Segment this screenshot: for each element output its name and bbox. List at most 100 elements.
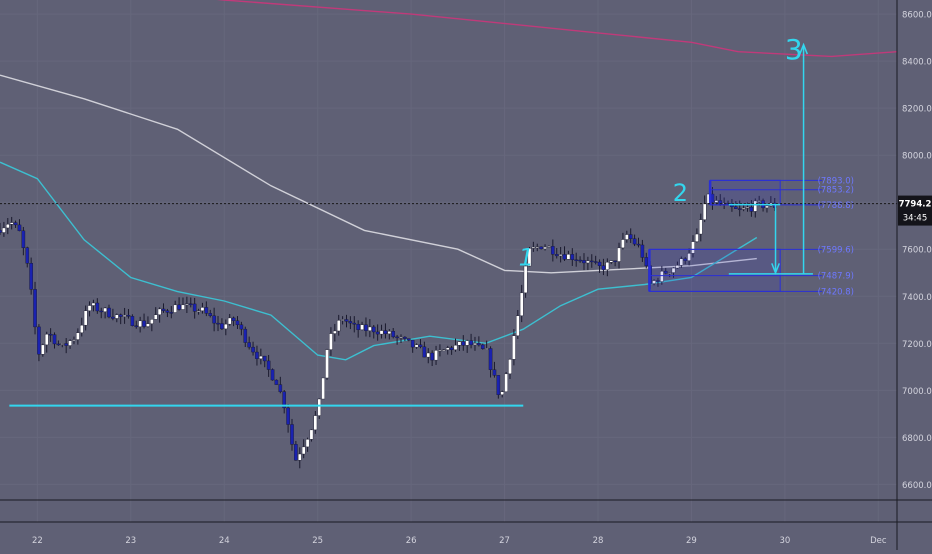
candle-body [83, 310, 88, 326]
candle-body [305, 439, 310, 448]
candle-body [691, 241, 695, 254]
candle-body [21, 230, 26, 248]
candle-body [593, 261, 598, 263]
candle-body [636, 243, 641, 246]
candle-body [266, 360, 271, 370]
candle-body [87, 305, 92, 311]
candle-body [130, 316, 135, 326]
x-tick-label: 24 [219, 536, 230, 546]
candle-body [562, 254, 567, 260]
candle-body [356, 324, 360, 330]
candle-body [286, 407, 290, 425]
y-tick-label: 8600.0 [902, 11, 932, 21]
candle-body [220, 323, 224, 330]
candle-body [200, 307, 205, 311]
y-tick-label: 7400.0 [902, 293, 932, 303]
candle-body [348, 321, 353, 324]
candle-body [317, 398, 322, 416]
candle-body [103, 307, 107, 312]
candle-body [395, 336, 399, 339]
candle-body [714, 200, 719, 203]
candle-body [79, 324, 84, 333]
candle-body [364, 324, 368, 331]
candle-body [301, 446, 306, 455]
candle-body [29, 263, 33, 290]
candle-body [430, 352, 434, 361]
candle-body [442, 349, 446, 352]
candle-body [554, 254, 559, 257]
candle-body [204, 307, 209, 314]
candle-body [37, 326, 41, 355]
candle-body [340, 319, 345, 321]
candle-body [570, 254, 575, 260]
candle-body [683, 258, 688, 261]
candle-body [153, 314, 158, 320]
grid [0, 0, 897, 522]
moving-averages [0, 0, 898, 361]
candle-body [410, 339, 415, 348]
ma-top-line [216, 0, 898, 58]
candle-body [414, 344, 419, 348]
drawings: 1 2 3 [0, 33, 897, 407]
candle-body [445, 347, 450, 351]
candle-body [391, 331, 396, 338]
candle-body [547, 246, 551, 248]
candle-body [336, 320, 341, 332]
candle-body [25, 247, 30, 264]
candle-body [56, 343, 61, 346]
candle-body [457, 341, 462, 346]
candle-body [134, 325, 139, 328]
candle-body [290, 424, 294, 445]
candle-body [114, 314, 119, 319]
candle-body [621, 239, 625, 249]
candle-body [765, 205, 769, 209]
candle-body [146, 323, 150, 327]
y-tick-label: 8000.0 [902, 152, 932, 162]
candle-body [2, 227, 6, 233]
candle-body [313, 415, 318, 431]
candle-body [578, 259, 582, 262]
up-arrow-head [799, 42, 808, 55]
y-tick-label: 7000.0 [902, 387, 932, 397]
candle-body [255, 351, 259, 359]
candle-body [239, 324, 244, 330]
candle-body [687, 253, 691, 261]
candle-body [663, 270, 668, 274]
candle-body [52, 334, 57, 345]
candle-body [652, 280, 656, 284]
candle-body [169, 312, 174, 314]
candle-body [173, 304, 177, 313]
candle-body [702, 203, 707, 220]
candle-body [741, 207, 746, 210]
candle-body [99, 310, 104, 313]
price-label-text: 7794.2 [899, 200, 932, 210]
candle-body [488, 348, 493, 370]
candle-body [531, 246, 536, 249]
candle-body [181, 304, 185, 310]
candle-body [426, 352, 431, 358]
candle-body [111, 316, 115, 319]
candle-body [500, 391, 505, 395]
candle-body [126, 315, 131, 317]
candle-body [667, 272, 672, 274]
candle-body [508, 359, 512, 375]
fib-level-label: (7893.0) [818, 176, 854, 186]
y-tick-label: 6800.0 [902, 434, 932, 444]
candle-body [403, 336, 407, 339]
x-tick-label: 30 [779, 536, 790, 546]
candle-body [235, 320, 240, 326]
y-tick-label: 8400.0 [902, 58, 932, 68]
x-tick-label: 25 [312, 536, 323, 546]
candle-body [44, 333, 49, 346]
candle-body [512, 335, 516, 360]
candle-body [333, 330, 337, 334]
candle-body [613, 260, 617, 262]
candle-body [325, 349, 329, 379]
candle-body [360, 324, 364, 330]
candle-body [535, 246, 540, 249]
candle-body [469, 340, 473, 346]
candle-body [539, 246, 543, 250]
